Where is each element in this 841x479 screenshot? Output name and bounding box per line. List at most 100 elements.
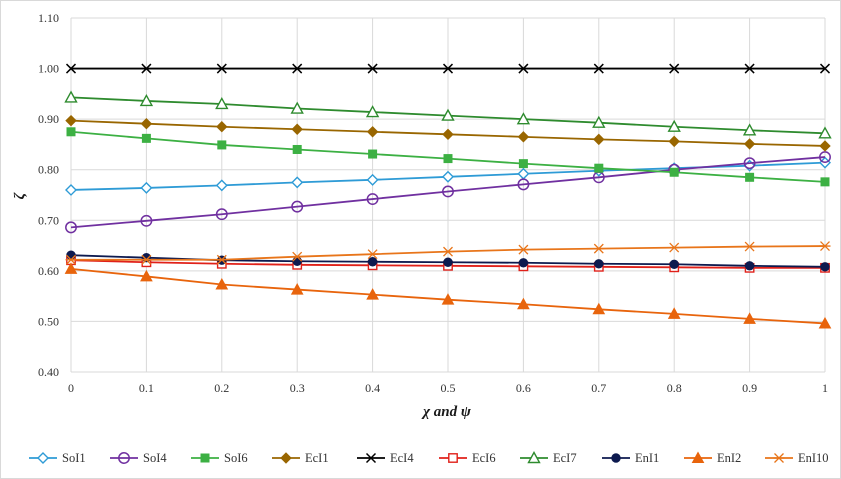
data-point-soi6 <box>518 159 528 169</box>
legend-item-eci1: EcI1 <box>272 451 329 465</box>
data-point-eci4 <box>442 63 454 74</box>
data-point-soi6 <box>292 144 302 154</box>
data-point-eni10 <box>65 254 77 265</box>
y-tick-label: 0.50 <box>38 314 59 328</box>
data-point-eci1 <box>216 121 228 133</box>
legend-item-eni1: EnI1 <box>602 451 659 465</box>
legend-label: EnI2 <box>717 451 741 465</box>
legend-label: EcI7 <box>553 451 577 465</box>
y-tick-label: 0.80 <box>38 163 59 177</box>
data-point-eni10 <box>216 254 228 265</box>
data-point-soi6 <box>594 163 604 173</box>
data-point-eni10 <box>517 244 529 255</box>
data-point-soi6 <box>217 140 227 150</box>
x-tick-label: 0.9 <box>742 381 757 395</box>
data-point-eci4 <box>216 63 227 74</box>
data-point-soi1 <box>517 167 530 180</box>
data-point-eni10 <box>291 251 303 262</box>
x-tick-label: 0.4 <box>365 381 380 395</box>
data-point-eci7 <box>290 101 304 114</box>
data-point-eci1 <box>291 123 303 135</box>
x-tick-label: 0.1 <box>139 381 154 395</box>
legend-item-eci4: EcI4 <box>357 451 414 465</box>
x-tick-label: 0 <box>68 381 74 395</box>
data-point-eci7 <box>592 115 606 128</box>
data-point-eci7 <box>516 112 531 125</box>
data-point-eci4 <box>669 63 680 74</box>
data-point-eni1 <box>66 250 76 260</box>
series-eni10 <box>65 241 831 265</box>
data-point-eni10 <box>442 246 454 257</box>
y-tick-label: 0.60 <box>38 264 59 278</box>
data-point-soi4 <box>140 214 153 227</box>
data-point-eni1 <box>669 259 679 269</box>
series-soi6 <box>66 127 830 187</box>
legend-item-soi1: SoI1 <box>29 451 86 465</box>
data-point-eci4 <box>593 63 604 74</box>
data-point-eni10 <box>593 243 605 254</box>
data-point-soi6 <box>745 172 755 182</box>
data-point-eni2 <box>215 277 229 290</box>
x-tick-label: 0.8 <box>667 381 682 395</box>
data-point-eni1 <box>367 257 378 267</box>
data-point-eni10 <box>668 242 680 253</box>
data-point-soi4 <box>215 208 228 221</box>
data-point-eci4 <box>65 63 77 74</box>
legend-label: EnI1 <box>635 451 659 465</box>
data-point-eci7 <box>365 105 380 118</box>
data-point-eni1 <box>744 261 755 271</box>
x-tick-label: 0.5 <box>441 381 456 395</box>
data-point-eci1 <box>140 117 153 130</box>
series-line-soi4 <box>70 156 826 229</box>
legend-label: SoI4 <box>143 451 167 465</box>
data-point-eni2 <box>290 283 304 295</box>
data-point-soi1 <box>366 173 379 186</box>
y-tick-label: 1.10 <box>38 11 59 25</box>
y-tick-label: 1.00 <box>38 62 59 76</box>
legend-item-eni10: EnI10 <box>765 451 829 465</box>
legend-item-soi6: SoI6 <box>191 451 248 465</box>
data-point-soi6 <box>669 167 679 177</box>
data-point-eci1 <box>366 126 379 138</box>
legend-label: EcI4 <box>390 451 414 465</box>
data-point-eni10 <box>744 241 756 252</box>
data-point-eci1 <box>743 138 756 150</box>
legend-marker <box>773 453 785 463</box>
data-point-soi4 <box>517 178 530 191</box>
data-point-soi1 <box>291 176 304 189</box>
y-axis-title: ζ <box>12 191 28 199</box>
legend-label: EcI1 <box>305 451 329 465</box>
legend-marker <box>365 452 377 464</box>
data-point-eni10 <box>140 254 152 265</box>
data-point-eci7 <box>64 90 78 103</box>
data-point-soi6 <box>443 154 453 164</box>
data-point-eni2 <box>818 316 832 329</box>
data-point-eci1 <box>517 131 530 143</box>
data-point-eni1 <box>594 259 604 269</box>
data-point-eni2 <box>743 312 756 324</box>
data-point-soi4 <box>743 157 756 170</box>
x-tick-label: 0.2 <box>214 381 229 395</box>
data-point-soi6 <box>368 149 378 159</box>
series-layer <box>64 63 832 329</box>
legend-marker <box>691 451 705 463</box>
series-eci7 <box>64 90 832 139</box>
legend-item-eci6: EcI6 <box>439 451 496 465</box>
y-tick-label: 0.40 <box>38 365 59 379</box>
legend-marker <box>527 451 541 464</box>
legend-marker <box>280 452 292 464</box>
data-point-eci1 <box>819 140 831 152</box>
data-point-eci1 <box>668 135 680 148</box>
legend-label: EnI10 <box>798 451 829 465</box>
data-point-soi1 <box>140 181 153 194</box>
legend-marker <box>200 453 210 463</box>
legend-marker <box>37 452 49 464</box>
x-tick-label: 1 <box>822 381 828 395</box>
data-point-eni2 <box>517 297 530 310</box>
data-point-eci7 <box>667 119 681 132</box>
data-point-soi6 <box>820 177 830 187</box>
x-axis-title: χ and ψ <box>421 404 472 420</box>
data-point-eci1 <box>442 128 454 141</box>
